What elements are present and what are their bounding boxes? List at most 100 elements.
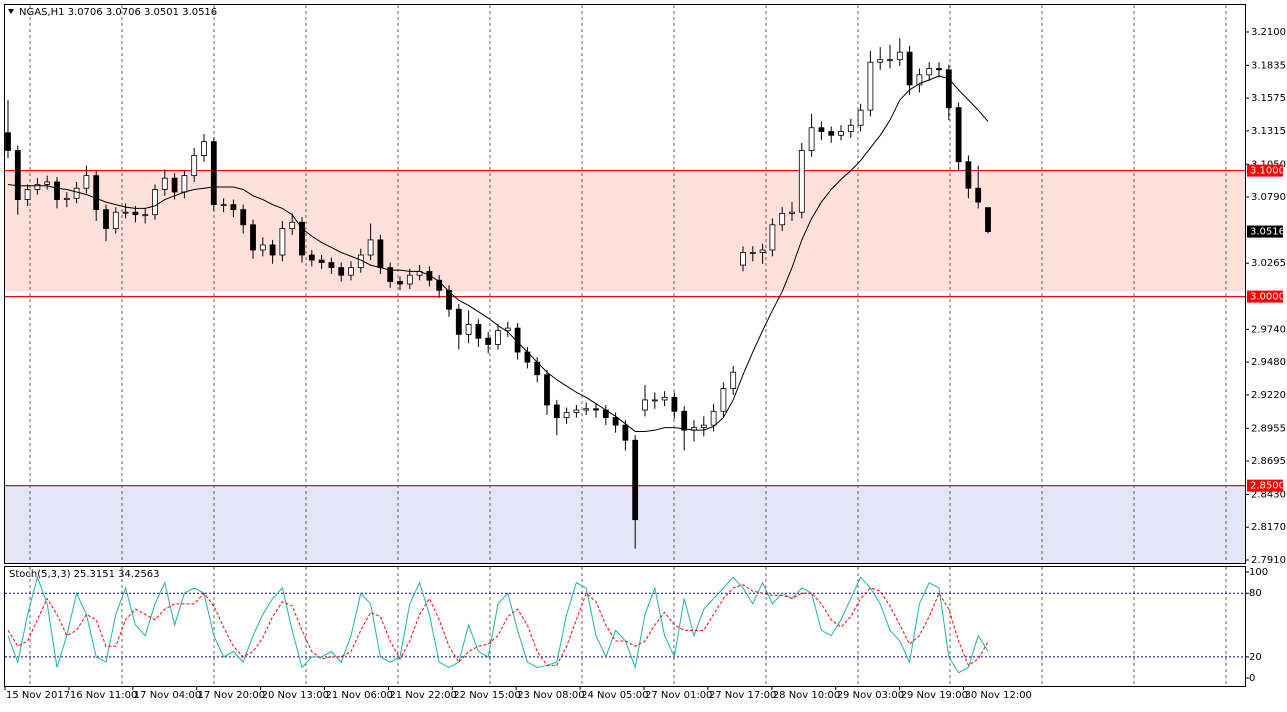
candle-body — [789, 211, 795, 214]
candle-body — [887, 59, 893, 62]
y-tick-label: 2.8695 — [1251, 456, 1286, 467]
last-price-box — [1247, 225, 1283, 238]
candle-body — [906, 51, 913, 86]
candle-body — [122, 211, 129, 214]
x-tick-label: 21 Nov 06:00 — [326, 690, 393, 701]
candle-body — [896, 51, 903, 61]
candle-body — [24, 189, 31, 200]
candle-body — [299, 221, 305, 256]
y-tick-label: 3.0265 — [1251, 258, 1286, 269]
candle-body — [661, 397, 668, 401]
candle-body — [553, 404, 560, 418]
candle-body — [93, 175, 100, 211]
y-tick-label: 100 — [1249, 567, 1268, 578]
candle-body — [945, 69, 952, 108]
zones — [5, 170, 1245, 563]
candle-body — [847, 124, 854, 132]
candle-body — [436, 279, 443, 291]
candle-body — [642, 399, 648, 411]
candle-body — [230, 204, 237, 211]
x-tick-label: 17 Nov 20:00 — [198, 690, 265, 701]
candle-body — [857, 109, 864, 126]
candle-body — [700, 424, 707, 429]
candle-body — [83, 175, 90, 189]
candle-body — [171, 177, 178, 193]
x-tick-label: 16 Nov 11:00 — [70, 690, 137, 701]
candle-body — [142, 214, 149, 217]
candle-body — [132, 211, 139, 216]
candle-body — [387, 267, 394, 282]
candle-body — [681, 410, 688, 431]
candle-body — [63, 197, 70, 200]
x-tick-label: 28 Nov 10:00 — [773, 690, 840, 701]
candle-body — [779, 213, 786, 226]
candle-body — [348, 267, 354, 276]
level-label-box — [1247, 290, 1283, 303]
candle-body — [269, 244, 276, 256]
stoch-line — [7, 584, 989, 667]
candle-body — [622, 424, 629, 441]
candle-body — [759, 249, 766, 253]
zone — [5, 170, 1245, 292]
candle-body — [838, 131, 844, 136]
level-label-box — [1247, 479, 1283, 492]
candle-body — [651, 399, 658, 402]
x-tick-label: 15 Nov 2017 — [6, 690, 70, 701]
y-tick-label: 0 — [1249, 673, 1255, 684]
candle-body — [210, 141, 217, 206]
candle-body — [220, 204, 227, 207]
candle-body — [955, 107, 962, 163]
candle-body — [916, 74, 923, 86]
candle-body — [397, 281, 403, 285]
candle-body — [279, 228, 286, 256]
x-tick-label: 29 Nov 03:00 — [837, 690, 904, 701]
y-tick-label: 20 — [1249, 652, 1262, 663]
chart-title: NGAS,H1 3.0706 3.0706 3.0501 3.0516 — [19, 7, 217, 18]
axes: 3.21003.18353.15753.13153.10503.07903.02… — [4, 27, 1286, 701]
candle-body — [34, 184, 41, 190]
candle-body — [798, 150, 805, 213]
x-tick-label: 23 Nov 08:00 — [517, 690, 584, 701]
candle-body — [377, 239, 384, 269]
y-tick-label: 3.1835 — [1251, 60, 1286, 71]
candle-body — [152, 189, 158, 216]
y-tick-label: 80 — [1249, 588, 1262, 599]
candle-body — [808, 127, 815, 151]
candle-body — [563, 412, 570, 418]
candle-body — [740, 252, 746, 266]
candle-body — [338, 267, 345, 276]
x-tick-label: 24 Nov 05:00 — [581, 690, 648, 701]
y-tick-label: 2.8955 — [1251, 423, 1286, 434]
stoch-line — [7, 575, 989, 674]
candle-body — [828, 131, 835, 136]
candle-body — [985, 207, 991, 232]
candle-body — [749, 252, 756, 254]
x-tick-label: 17 Nov 04:00 — [134, 690, 201, 701]
x-tick-label: 29 Nov 19:00 — [901, 690, 968, 701]
y-tick-label: 3.1575 — [1251, 93, 1286, 104]
level-label: 2.8500 — [1250, 481, 1285, 492]
y-tick-label: 3.0790 — [1251, 192, 1286, 203]
candle-body — [504, 327, 511, 332]
candle-body — [730, 371, 737, 389]
menu-triangle[interactable] — [8, 9, 14, 14]
candle-body — [44, 181, 51, 185]
y-tick-label: 3.2100 — [1251, 27, 1286, 38]
candle-body — [671, 397, 678, 412]
candle-body — [112, 211, 119, 229]
candle-body — [181, 175, 188, 193]
candle-body — [818, 127, 825, 132]
x-tick-label: 30 Nov 12:00 — [965, 690, 1032, 701]
candle-body — [240, 209, 247, 226]
candle-body — [191, 155, 198, 177]
candle-body — [289, 221, 296, 229]
candle-body — [710, 410, 717, 426]
moving-average — [7, 75, 989, 432]
candle-body — [201, 141, 207, 156]
candle-body — [965, 161, 972, 189]
y-tick-label: 2.9220 — [1251, 390, 1286, 401]
candle-body — [73, 187, 80, 199]
candle-body — [769, 224, 776, 251]
